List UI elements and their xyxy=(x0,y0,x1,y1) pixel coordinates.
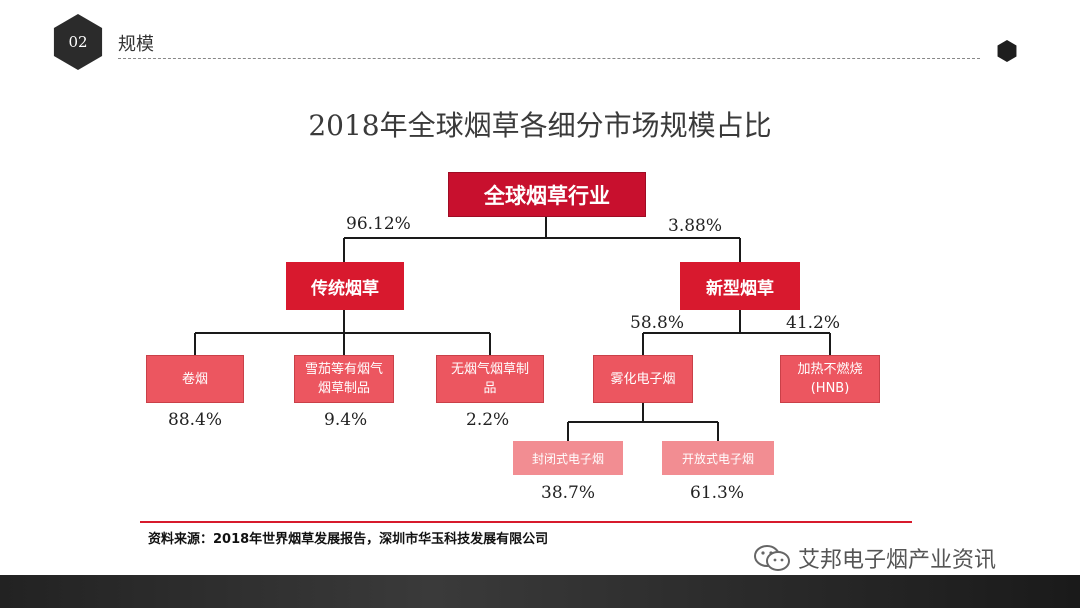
share-vapor: 58.8% xyxy=(630,313,685,333)
share-traditional: 96.12% xyxy=(346,214,411,234)
wechat-icon xyxy=(754,545,790,571)
share-cigars: 9.4% xyxy=(324,410,368,430)
source-note: 资料来源：2018年世界烟草发展报告，深圳市华玉科技发展有限公司 xyxy=(148,532,549,547)
section-title: 规模 xyxy=(118,34,154,55)
node-closed-ecig: 封闭式电子烟 xyxy=(513,441,623,475)
node-open-ecig: 开放式电子烟 xyxy=(662,441,774,475)
footer-bar xyxy=(0,575,1080,608)
node-traditional-tobacco: 传统烟草 xyxy=(286,262,404,310)
share-cigarettes: 88.4% xyxy=(168,410,223,430)
node-global-tobacco: 全球烟草行业 xyxy=(448,172,646,217)
share-hnb: 41.2% xyxy=(786,313,841,333)
share-open: 61.3% xyxy=(690,483,745,503)
node-smokeless: 无烟气烟草制品 xyxy=(436,355,544,403)
header-divider xyxy=(118,58,980,59)
source-divider xyxy=(140,521,912,523)
node-vapor-ecig: 雾化电子烟 xyxy=(593,355,693,403)
share-smokeless: 2.2% xyxy=(466,410,510,430)
page-title: 2018年全球烟草各细分市场规模占比 xyxy=(308,109,772,142)
node-heat-not-burn: 加热不燃烧(HNB) xyxy=(780,355,880,403)
watermark-text: 艾邦电子烟产业资讯 xyxy=(798,548,997,573)
watermark: 艾邦电子烟产业资讯 xyxy=(752,542,996,574)
hexagon-icon xyxy=(997,40,1017,62)
share-closed: 38.7% xyxy=(541,483,596,503)
node-cigars: 雪茄等有烟气烟草制品 xyxy=(294,355,394,403)
share-new-type: 3.88% xyxy=(668,216,723,236)
node-cigarettes: 卷烟 xyxy=(146,355,244,403)
section-number: 02 xyxy=(68,33,88,51)
node-new-type-tobacco: 新型烟草 xyxy=(680,262,800,310)
